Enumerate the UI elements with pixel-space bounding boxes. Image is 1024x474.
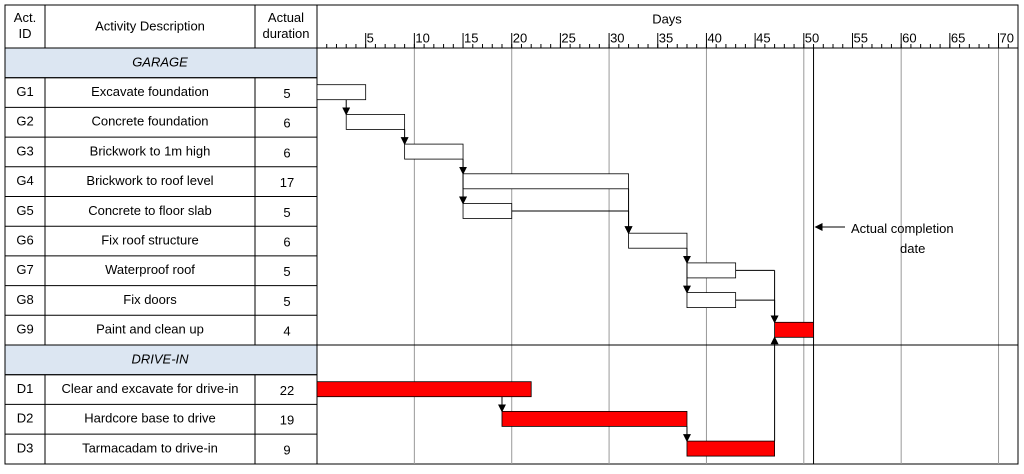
task-duration: 4: [283, 324, 290, 339]
task-id: D2: [17, 411, 34, 426]
x-tick-label: 10: [415, 30, 429, 45]
x-tick-label: 55: [853, 30, 867, 45]
x-tick-label: 5: [367, 30, 374, 45]
task-id: G6: [16, 232, 33, 247]
task-duration: 6: [283, 234, 290, 249]
section-name: DRIVE-IN: [131, 351, 189, 366]
task-duration: 6: [283, 116, 290, 131]
task-description: Concrete foundation: [91, 114, 208, 129]
task-bar: [316, 84, 367, 101]
task-duration: 22: [280, 383, 294, 398]
x-tick-label: 70: [1000, 30, 1014, 45]
task-duration: 17: [280, 175, 294, 190]
task-id: D1: [17, 381, 34, 396]
task-duration: 9: [283, 442, 290, 457]
task-duration: 5: [283, 294, 290, 309]
task-id: G5: [16, 203, 33, 218]
header-days: Days: [652, 11, 682, 26]
annotation: Actual completion date: [851, 221, 954, 256]
task-id: G9: [16, 322, 33, 337]
task-bar: [628, 232, 688, 249]
x-tick-label: 60: [902, 30, 916, 45]
x-tick-label: 15: [464, 30, 478, 45]
task-id: G4: [16, 173, 33, 188]
task-bar: [774, 321, 814, 338]
x-tick-label: 40: [707, 30, 721, 45]
task-bar: [686, 262, 737, 279]
task-id: G8: [16, 292, 33, 307]
header-id: Act. ID: [14, 10, 36, 41]
task-description: Brickwork to roof level: [86, 173, 213, 188]
task-description: Brickwork to 1m high: [90, 143, 211, 158]
x-tick-label: 50: [805, 30, 819, 45]
task-id: G3: [16, 143, 33, 158]
section-name: GARAGE: [132, 54, 188, 69]
task-description: Fix roof structure: [101, 232, 199, 247]
task-description: Fix doors: [123, 292, 177, 307]
task-description: Tarmacadam to drive-in: [82, 440, 218, 455]
task-bar: [316, 381, 532, 398]
task-id: G7: [16, 262, 33, 277]
task-bar: [345, 114, 406, 130]
task-duration: 19: [280, 413, 294, 428]
task-bar: [686, 292, 737, 309]
task-id: G2: [16, 114, 33, 129]
task-description: Waterproof roof: [105, 262, 195, 277]
task-duration: 6: [283, 145, 290, 160]
section-header: [4, 47, 318, 79]
task-description: Clear and excavate for drive-in: [61, 381, 238, 396]
x-tick-label: 20: [513, 30, 527, 45]
task-description: Excavate foundation: [91, 84, 209, 99]
task-duration: 5: [283, 86, 290, 101]
task-bar: [501, 410, 688, 427]
task-description: Concrete to floor slab: [88, 203, 212, 218]
x-tick-label: 65: [951, 30, 965, 45]
x-tick-label: 30: [610, 30, 624, 45]
task-duration: 5: [283, 264, 290, 279]
task-id: D3: [17, 440, 34, 455]
task-bar: [404, 143, 464, 160]
task-bar: [686, 440, 775, 457]
x-tick-label: 45: [756, 30, 770, 45]
x-tick-label: 25: [561, 30, 575, 45]
task-id: G1: [16, 84, 33, 99]
task-description: Paint and clean up: [96, 322, 204, 337]
header-description: Activity Description: [95, 18, 205, 33]
task-bar: [462, 173, 629, 190]
task-bar: [462, 203, 513, 219]
header-duration: Actual duration: [263, 10, 310, 41]
x-tick-label: 35: [659, 30, 673, 45]
task-description: Hardcore base to drive: [84, 411, 216, 426]
task-duration: 5: [283, 205, 290, 220]
